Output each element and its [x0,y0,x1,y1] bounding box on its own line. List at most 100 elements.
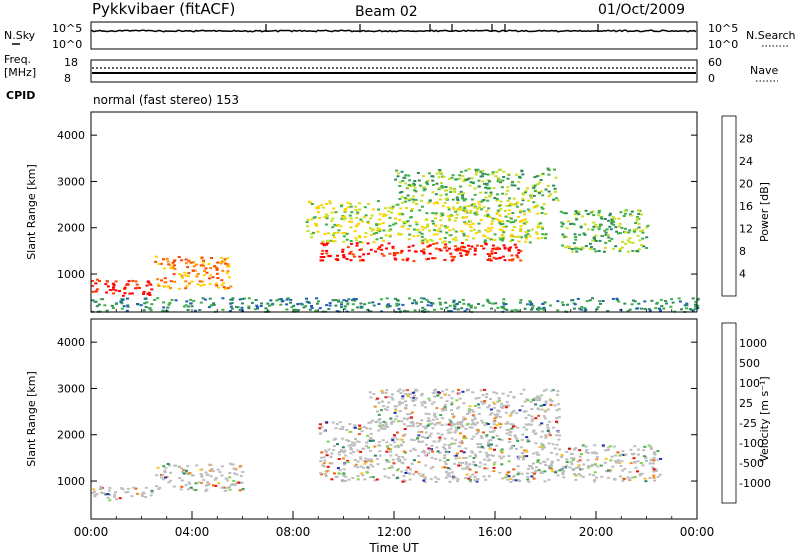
scatter-cell [366,460,370,462]
scatter-cell [431,392,435,395]
scatter-cell [484,451,488,454]
scatter-cell [492,463,496,466]
scatter-cell [454,426,458,429]
scatter-cell [440,212,444,215]
scatter-cell [114,491,117,494]
scatter-cell [422,251,426,254]
scatter-cell [624,242,628,245]
scatter-cell [610,455,614,458]
scatter-cell [475,480,479,483]
scatter-cell [331,226,335,229]
scatter-cell [527,468,530,470]
scatter-cell [169,479,172,482]
scatter-cell [136,492,139,495]
scatter-cell [617,225,621,228]
scatter-cell [454,429,458,432]
scatter-cell [619,232,622,235]
scatter-cell [498,426,502,429]
scatter-cell [483,388,487,391]
scatter-cell [456,478,460,480]
scatter-cell [547,465,551,467]
scatter-cell [339,225,343,228]
scatter-cell [349,202,353,205]
scatter-cell [404,200,408,203]
scatter-cell [361,474,365,477]
scatter-cell [390,211,394,214]
scatter-cell [516,473,520,476]
scatter-cell [662,307,666,310]
scatter-cell [453,219,457,222]
scatter-cell [540,408,544,411]
scatter-cell [458,248,461,251]
scatter-cell [410,462,414,465]
scatter-cell [401,303,405,306]
scatter-cell [471,222,475,225]
scatter-cell [442,175,446,178]
scatter-cell [501,392,505,395]
scatter-cell [480,436,484,439]
scatter-cell [180,479,184,482]
scatter-cell [233,472,236,475]
scatter-cell [448,472,452,475]
scatter-cell [384,234,388,237]
scatter-cell [403,309,407,312]
scatter-cell [140,493,144,496]
scatter-cell [637,212,641,215]
scatter-cell [444,409,447,411]
scatter-cell [393,257,397,260]
scatter-cell [456,407,460,410]
scatter-cell [500,438,504,441]
scatter-cell [465,253,468,256]
scatter-cell [356,212,360,215]
scatter-cell [509,391,513,394]
scatter-cell [382,254,386,257]
scatter-cell [404,400,408,403]
scatter-cell [353,465,357,468]
scatter-cell [431,465,435,468]
scatter-cell [327,232,330,235]
scatter-cell [420,235,424,238]
scatter-cell [358,424,362,427]
scatter-cell [359,306,363,309]
scatter-cell [621,479,625,482]
scatter-cell [430,402,434,405]
scatter-cell [233,484,237,487]
scatter-cell [589,211,593,214]
scatter-cell [281,299,285,302]
scatter-cell [691,309,695,312]
y-tick-label: 4000 [57,336,85,349]
scatter-cell [633,230,637,233]
scatter-cell [462,451,466,454]
scatter-cell [609,459,613,462]
scatter-cell [468,248,472,251]
scatter-cell [191,488,195,491]
scatter-cell [635,215,639,218]
scatter-cell [396,299,399,301]
scatter-cell [418,209,422,212]
scatter-cell [493,417,497,420]
scatter-cell [515,254,519,257]
scatter-cell [556,474,560,477]
scatter-cell [361,259,365,262]
scatter-cell [475,210,479,213]
scatter-cell [544,436,548,439]
scatter-cell [463,310,467,313]
scatter-cell [460,441,464,444]
scatter-cell [441,214,445,216]
scatter-cell [462,246,466,249]
scatter-cell [621,469,625,472]
scatter-cell [400,420,404,423]
scatter-cell [378,218,382,221]
scatter-cell [464,179,468,182]
scatter-cell [495,424,499,427]
scatter-cell [513,308,517,311]
scatter-cell [130,495,134,498]
scatter-cell [460,307,464,310]
scatter-cell [438,438,442,441]
scatter-cell [483,239,487,242]
scatter-cell [486,187,490,190]
scatter-cell [462,416,466,419]
scatter-cell [619,475,622,478]
scatter-cell [505,308,509,311]
